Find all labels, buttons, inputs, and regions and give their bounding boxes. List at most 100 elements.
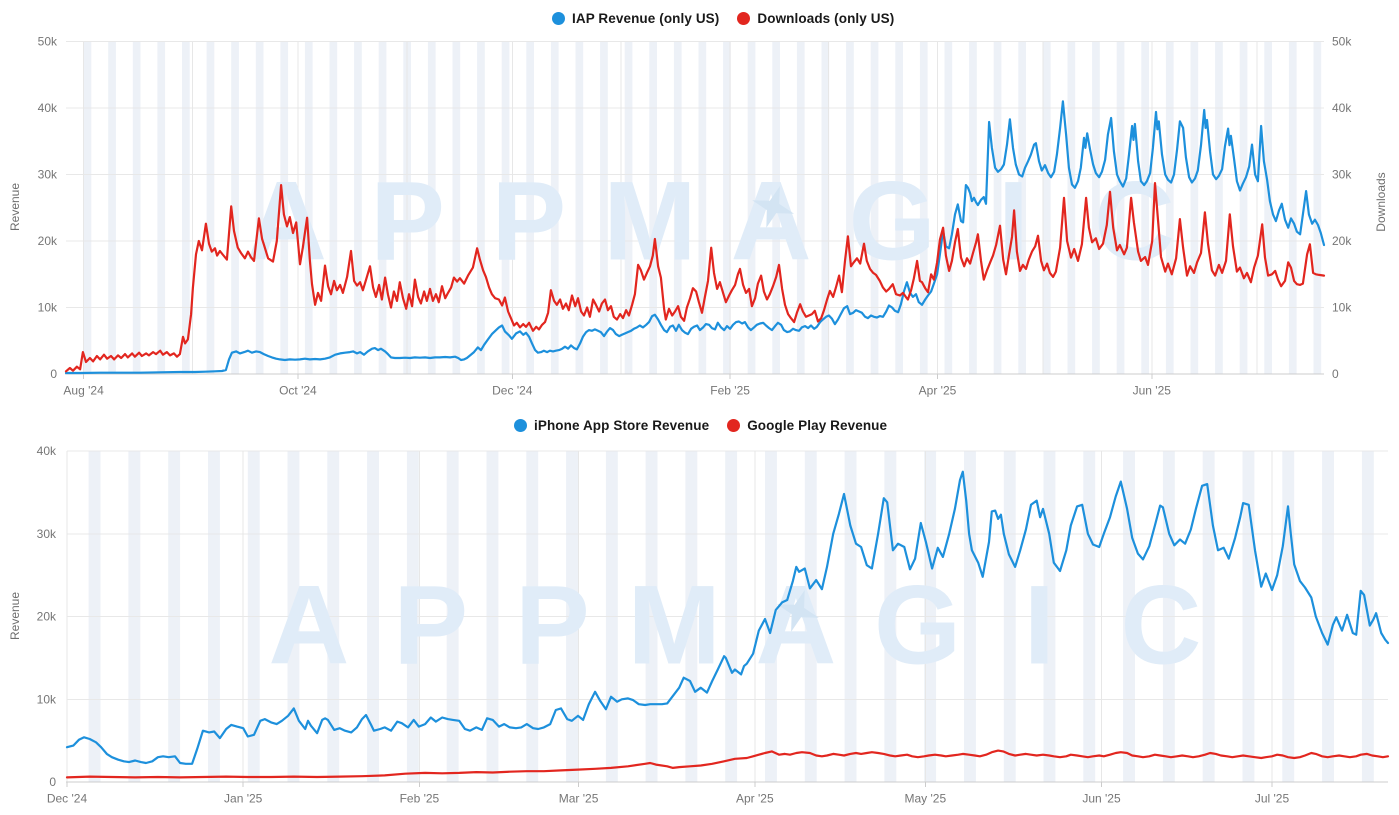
weekend-band: [600, 41, 608, 374]
weekend-band: [723, 41, 731, 374]
weekend-band: [83, 41, 92, 374]
legend-top: IAP Revenue (only US) Downloads (only US): [552, 11, 894, 26]
weekend-band: [427, 41, 436, 374]
weekend-band: [1264, 41, 1272, 374]
y-tick-label-right: 40k: [1332, 101, 1352, 115]
watermark-letter: I: [1024, 563, 1055, 688]
legend-label: Google Play Revenue: [747, 418, 888, 433]
weekend-band: [452, 41, 461, 374]
weekend-band: [526, 41, 534, 374]
weekend-band: [1141, 41, 1149, 374]
y-tick-label-left: 30k: [37, 527, 57, 541]
series-line-iap-revenue-only-us: [64, 100, 1326, 375]
y-tick-label-left: 50k: [38, 35, 58, 49]
x-tick-label: Aug '24: [63, 384, 104, 398]
weekend-band: [1092, 41, 1100, 374]
chart-downloads-vs-revenue: IAP Revenue (only US) Downloads (only US)…: [8, 11, 1388, 398]
weekend-band: [1042, 41, 1051, 374]
weekend-band: [231, 41, 239, 374]
plot-top: 0 0 10k 10k 20k 20k 30k 30k 40k 40k 50k 50k Aug '24 O…: [8, 35, 1388, 398]
weekend-band: [649, 41, 657, 374]
watermark-letter: G: [849, 159, 936, 284]
legend-dot-icon: [727, 419, 741, 432]
legend-dot-icon: [737, 12, 751, 25]
weekend-band: [182, 41, 190, 374]
legend-dot-icon: [552, 12, 565, 25]
y-axis-title-left: Revenue: [8, 183, 22, 231]
y-axis-title-right: Downloads: [1374, 172, 1388, 231]
weekend-band: [329, 41, 338, 374]
watermark-letter: G: [874, 563, 961, 688]
weekend-band: [1190, 41, 1199, 374]
weekend-band: [255, 41, 264, 374]
watermark-star-icon: [776, 590, 819, 632]
weekend-band: [1313, 41, 1322, 374]
weekend-band: [550, 41, 559, 374]
watermark-letter: A: [731, 159, 812, 284]
legend-item-iap-revenue-only-us[interactable]: IAP Revenue (only US): [552, 11, 719, 26]
weekend-band: [870, 41, 879, 374]
x-tick-label: Jun '25: [1133, 384, 1172, 398]
weekend-band: [698, 41, 707, 374]
y-tick-label-left: 20k: [38, 234, 58, 248]
x-tick-label: Jul '25: [1255, 792, 1290, 806]
watermark-letter: A: [269, 563, 350, 688]
plot-bottom: 0 10k 20k 30k 40k Dec '24 Jan '25 Feb '25 Mar '2…: [8, 444, 1390, 806]
x-tick-label: Feb '25: [400, 792, 440, 806]
weekend-band: [1116, 41, 1125, 374]
watermark-letter: P: [393, 563, 468, 688]
legend-item-google-play-revenue[interactable]: Google Play Revenue: [727, 418, 887, 433]
y-tick-label-right: 50k: [1332, 35, 1352, 49]
x-tick-label: May '25: [904, 792, 946, 806]
weekend-band: [206, 41, 215, 374]
y-tick-label-left: 40k: [38, 101, 58, 115]
weekend-band: [132, 41, 141, 374]
x-tick-label: Dec '24: [492, 384, 533, 398]
legend-bottom: iPhone App Store Revenue Google Play Reve…: [514, 418, 887, 433]
y-tick-label-left: 30k: [38, 168, 58, 182]
legend-label: iPhone App Store Revenue: [534, 418, 710, 433]
legend-dot-icon: [514, 419, 527, 432]
x-tick-label: Dec '24: [47, 792, 88, 806]
watermark-letter: P: [370, 159, 445, 284]
x-tick-label: Feb '25: [710, 384, 750, 398]
y-tick-label-right: 30k: [1332, 168, 1352, 182]
weekend-band: [747, 41, 756, 374]
x-tick-label: Apr '25: [919, 384, 957, 398]
x-tick-label: Mar '25: [559, 792, 599, 806]
weekend-band: [796, 41, 805, 374]
y-tick-label-left: 0: [50, 367, 57, 381]
weekend-band: [1018, 41, 1026, 374]
watermark-letter: P: [491, 159, 566, 284]
weekend-band: [821, 41, 830, 374]
watermark-letter: P: [515, 563, 590, 688]
chart-store-revenue: iPhone App Store Revenue Google Play Reve…: [0, 410, 1399, 815]
weekend-band: [673, 41, 682, 374]
y-tick-label-left: 0: [49, 775, 56, 789]
series-line-downloads-only-us: [64, 182, 1326, 373]
weekend-band: [1165, 41, 1174, 374]
weekend-band: [1288, 41, 1297, 374]
weekend-band: [477, 41, 485, 374]
watermark-star-icon: [752, 186, 795, 228]
weekend-band: [944, 41, 953, 374]
y-tick-label-left: 10k: [37, 692, 57, 706]
y-tick-label-right: 20k: [1332, 234, 1352, 248]
legend-item-downloads-only-us[interactable]: Downloads (only US): [737, 11, 894, 26]
weekend-band: [969, 41, 977, 374]
weekend-band: [108, 41, 116, 374]
weekend-band: [895, 41, 903, 374]
weekend-band: [575, 41, 584, 374]
series-line-google-play-revenue: [65, 749, 1390, 779]
y-tick-label-left: 40k: [37, 444, 57, 458]
weekend-band: [1239, 41, 1248, 374]
weekend-band: [501, 41, 510, 374]
watermark-letter: M: [627, 563, 720, 688]
weekend-band: [304, 41, 313, 374]
watermark-letter: C: [1121, 563, 1202, 688]
y-tick-label-right: 10k: [1332, 301, 1352, 315]
legend-item-iphone-app-store-revenue[interactable]: iPhone App Store Revenue: [514, 418, 709, 433]
y-tick-label-left: 10k: [38, 301, 58, 315]
y-tick-label-right: 0: [1332, 367, 1339, 381]
weekend-band: [993, 41, 1002, 374]
